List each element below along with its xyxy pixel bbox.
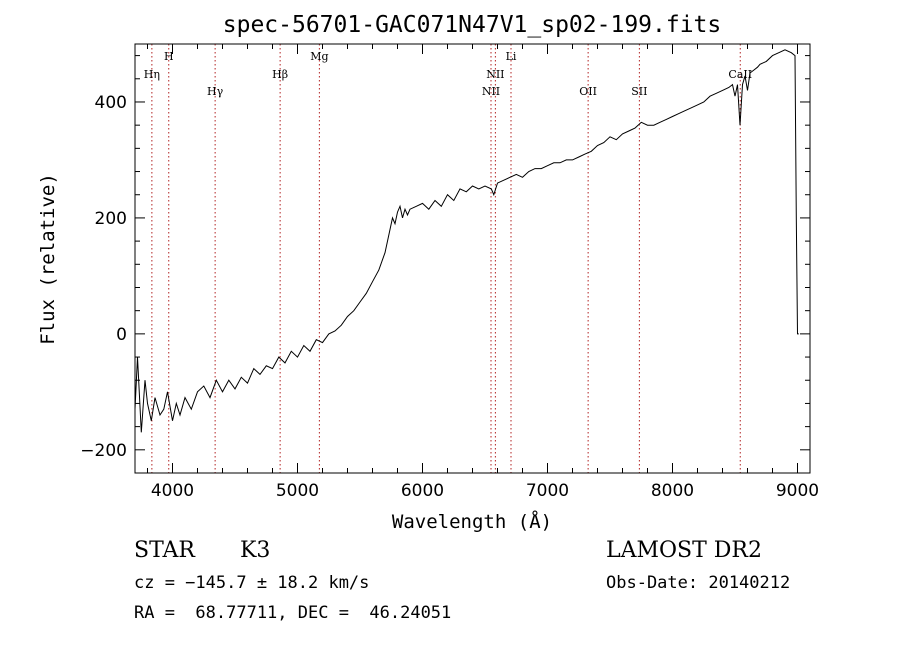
spectral-line-label: NII — [482, 85, 500, 98]
spectral-line-label: Hβ — [272, 68, 288, 81]
y-tick-label: 0 — [116, 325, 127, 345]
observation-date: Obs-Date: 20140212 — [606, 573, 791, 593]
spectral-line-label: Hη — [144, 68, 160, 81]
spectrum-series — [134, 49, 799, 433]
spectral-line-label: OII — [579, 85, 597, 98]
spectral-line-label: SII — [631, 85, 647, 98]
x-tick-label: 5000 — [276, 481, 319, 501]
x-tick-label: 4000 — [151, 481, 194, 501]
sky-coordinates: RA = 68.77711, DEC = 46.24051 — [134, 603, 452, 623]
spectral-line-label: H — [164, 50, 174, 63]
x-tick-label: 6000 — [401, 481, 444, 501]
spectral-line-label: Li — [506, 50, 517, 63]
spectral-line-label: NII — [486, 68, 504, 81]
spectral-line-label: Hγ — [207, 85, 224, 98]
object-subclass: K3 — [240, 538, 271, 563]
object-class: STAR — [134, 538, 195, 563]
x-tick-label: 9000 — [776, 481, 819, 501]
y-tick-label: 400 — [95, 93, 127, 113]
x-axis-label: Wavelength (Å) — [392, 510, 552, 533]
y-tick-label: 200 — [95, 209, 127, 229]
y-axis-label: Flux (relative) — [37, 173, 59, 345]
spectrum-line — [134, 49, 799, 433]
survey-name: LAMOST DR2 — [606, 538, 762, 563]
redshift-velocity: cz = −145.7 ± 18.2 km/s — [134, 573, 370, 593]
x-tick-label: 8000 — [651, 481, 694, 501]
axis-ticks: 4000 5000 6000 7000 8000 9000 −200 0 200 400 — [80, 44, 819, 501]
spectral-line-label: CaII — [728, 68, 752, 81]
x-tick-label: 7000 — [526, 481, 569, 501]
chart-title: spec-56701-GAC071N47V1_sp02-199.fits — [223, 12, 722, 38]
spectral-line-label: Mg — [310, 50, 328, 63]
plot-frame — [134, 43, 811, 474]
y-tick-label: −200 — [80, 441, 127, 461]
